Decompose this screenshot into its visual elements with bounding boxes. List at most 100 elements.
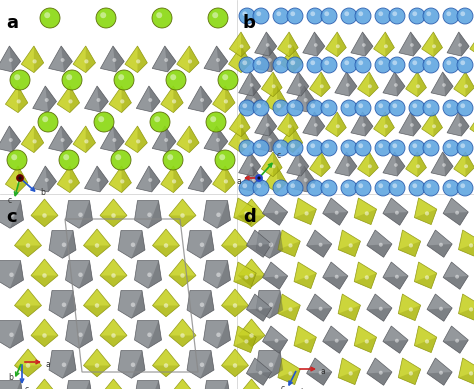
Polygon shape <box>65 321 92 348</box>
Circle shape <box>252 178 256 182</box>
Circle shape <box>249 333 254 338</box>
Polygon shape <box>165 126 176 152</box>
Circle shape <box>457 57 473 73</box>
Polygon shape <box>229 112 250 137</box>
Polygon shape <box>241 112 250 137</box>
Circle shape <box>240 139 244 144</box>
Text: b: b <box>300 388 305 389</box>
Circle shape <box>210 116 216 122</box>
Circle shape <box>269 303 273 307</box>
Polygon shape <box>148 261 162 288</box>
Circle shape <box>426 60 431 65</box>
Circle shape <box>287 180 303 196</box>
Polygon shape <box>187 291 214 318</box>
Polygon shape <box>307 372 332 385</box>
Polygon shape <box>221 229 248 257</box>
Circle shape <box>291 183 295 188</box>
Polygon shape <box>86 126 95 152</box>
Text: b: b <box>243 14 256 32</box>
Polygon shape <box>137 126 147 152</box>
Polygon shape <box>280 46 303 73</box>
Circle shape <box>78 273 83 277</box>
Circle shape <box>40 8 60 28</box>
Circle shape <box>95 363 99 368</box>
Circle shape <box>319 307 323 311</box>
Polygon shape <box>443 198 468 225</box>
Polygon shape <box>465 152 474 177</box>
Circle shape <box>274 339 278 343</box>
Polygon shape <box>310 72 330 97</box>
Circle shape <box>239 57 255 73</box>
Polygon shape <box>240 86 264 112</box>
Polygon shape <box>161 166 183 193</box>
Circle shape <box>152 8 172 28</box>
Polygon shape <box>246 244 272 257</box>
Polygon shape <box>238 72 261 96</box>
Circle shape <box>432 44 436 48</box>
Circle shape <box>172 99 176 103</box>
Polygon shape <box>270 291 283 318</box>
Circle shape <box>378 183 383 188</box>
Polygon shape <box>367 308 392 321</box>
Polygon shape <box>203 200 230 228</box>
Polygon shape <box>255 112 277 136</box>
Circle shape <box>365 339 369 343</box>
Polygon shape <box>323 262 348 289</box>
Circle shape <box>61 138 64 142</box>
Circle shape <box>319 371 323 375</box>
Polygon shape <box>113 46 124 72</box>
Circle shape <box>423 8 439 24</box>
Circle shape <box>310 144 315 148</box>
Circle shape <box>180 213 185 218</box>
Circle shape <box>310 60 315 65</box>
Polygon shape <box>213 86 235 112</box>
Polygon shape <box>61 126 73 152</box>
Circle shape <box>310 11 315 16</box>
Circle shape <box>447 60 451 65</box>
Polygon shape <box>427 308 452 321</box>
Polygon shape <box>354 326 377 352</box>
Circle shape <box>269 363 273 367</box>
Polygon shape <box>253 86 264 112</box>
Circle shape <box>447 183 451 188</box>
Circle shape <box>358 144 363 148</box>
Polygon shape <box>369 152 378 177</box>
Circle shape <box>118 74 124 80</box>
Polygon shape <box>187 231 214 258</box>
Circle shape <box>412 183 417 188</box>
Polygon shape <box>278 358 301 385</box>
Polygon shape <box>228 46 251 73</box>
Circle shape <box>412 103 417 108</box>
Polygon shape <box>113 126 124 152</box>
Circle shape <box>131 363 135 367</box>
Circle shape <box>95 303 99 308</box>
Circle shape <box>166 70 186 90</box>
Circle shape <box>344 103 349 108</box>
Polygon shape <box>314 112 325 136</box>
Polygon shape <box>414 273 437 289</box>
Polygon shape <box>31 319 58 347</box>
Circle shape <box>348 243 353 247</box>
Polygon shape <box>169 259 196 287</box>
Polygon shape <box>100 126 124 152</box>
Circle shape <box>292 59 296 63</box>
Polygon shape <box>173 166 183 193</box>
Polygon shape <box>363 32 373 56</box>
Circle shape <box>97 178 100 182</box>
Polygon shape <box>201 231 214 258</box>
Polygon shape <box>203 261 230 288</box>
Circle shape <box>111 150 131 170</box>
Polygon shape <box>354 209 377 224</box>
Polygon shape <box>264 166 287 193</box>
Circle shape <box>274 211 278 215</box>
Circle shape <box>457 180 473 196</box>
Polygon shape <box>125 46 147 73</box>
Polygon shape <box>299 152 309 176</box>
Text: c: c <box>25 385 29 389</box>
Polygon shape <box>294 262 317 289</box>
Polygon shape <box>221 305 248 317</box>
Circle shape <box>443 8 459 24</box>
Polygon shape <box>294 326 317 352</box>
Circle shape <box>111 273 116 278</box>
Circle shape <box>150 112 170 132</box>
